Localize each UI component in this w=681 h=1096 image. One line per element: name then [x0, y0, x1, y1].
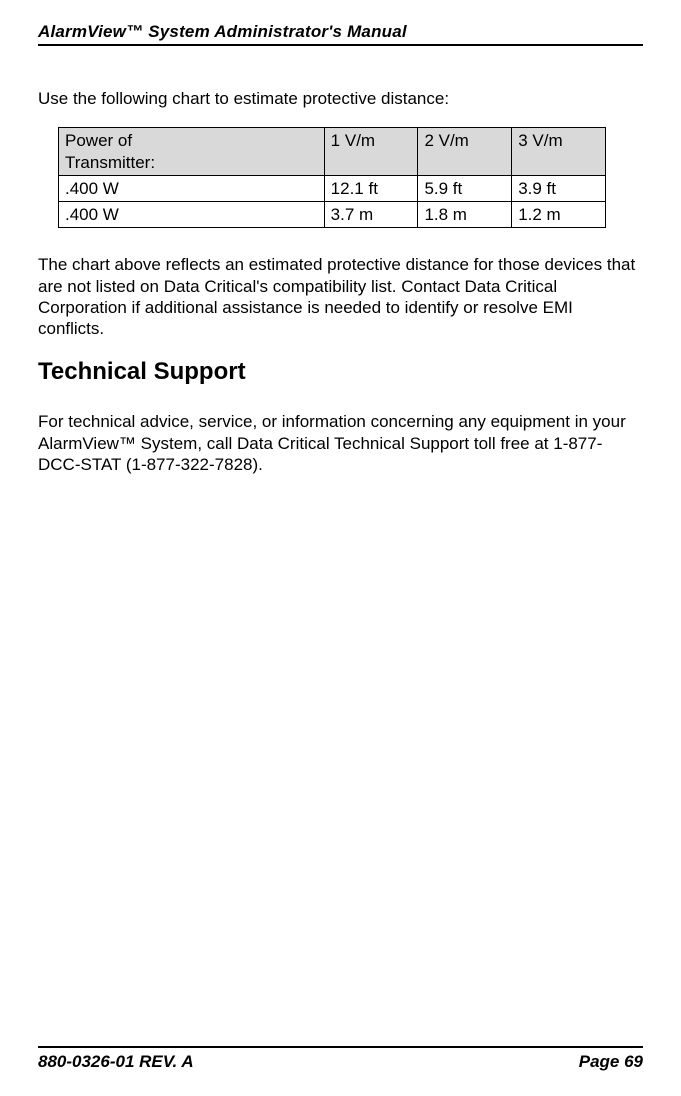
table-header-cell: 1 V/m	[324, 128, 418, 176]
header-title: AlarmView™ System Administrator's Manual	[38, 22, 643, 42]
section-heading: Technical Support	[38, 357, 643, 387]
header-line1: Power of Transmitter:	[65, 130, 318, 173]
table-header-row: Power of Transmitter: 1 V/m 2 V/m 3 V/m	[59, 128, 606, 176]
table-row: .400 W 12.1 ft 5.9 ft 3.9 ft	[59, 175, 606, 201]
intro-paragraph: Use the following chart to estimate prot…	[38, 88, 643, 109]
page-content: Use the following chart to estimate prot…	[38, 88, 643, 1046]
footer-page-number: Page 69	[579, 1052, 643, 1072]
table-cell: 3.9 ft	[512, 175, 606, 201]
table-cell: 5.9 ft	[418, 175, 512, 201]
protective-distance-table: Power of Transmitter: 1 V/m 2 V/m 3 V/m …	[58, 127, 606, 228]
table-row: .400 W 3.7 m 1.8 m 1.2 m	[59, 202, 606, 228]
table-header-cell: 2 V/m	[418, 128, 512, 176]
table-cell: 12.1 ft	[324, 175, 418, 201]
table-header-cell: 3 V/m	[512, 128, 606, 176]
support-paragraph: For technical advice, service, or inform…	[38, 411, 643, 475]
table-cell: 1.2 m	[512, 202, 606, 228]
page-footer: 880-0326-01 REV. A Page 69	[38, 1046, 643, 1096]
table-cell: 3.7 m	[324, 202, 418, 228]
after-table-paragraph: The chart above reflects an estimated pr…	[38, 254, 643, 339]
footer-docid: 880-0326-01 REV. A	[38, 1052, 194, 1072]
page-header: AlarmView™ System Administrator's Manual	[38, 22, 643, 46]
table-cell: 1.8 m	[418, 202, 512, 228]
protective-distance-table-wrap: Power of Transmitter: 1 V/m 2 V/m 3 V/m …	[38, 127, 643, 228]
table-header-cell: Power of Transmitter:	[59, 128, 325, 176]
table-cell: .400 W	[59, 202, 325, 228]
table-cell: .400 W	[59, 175, 325, 201]
